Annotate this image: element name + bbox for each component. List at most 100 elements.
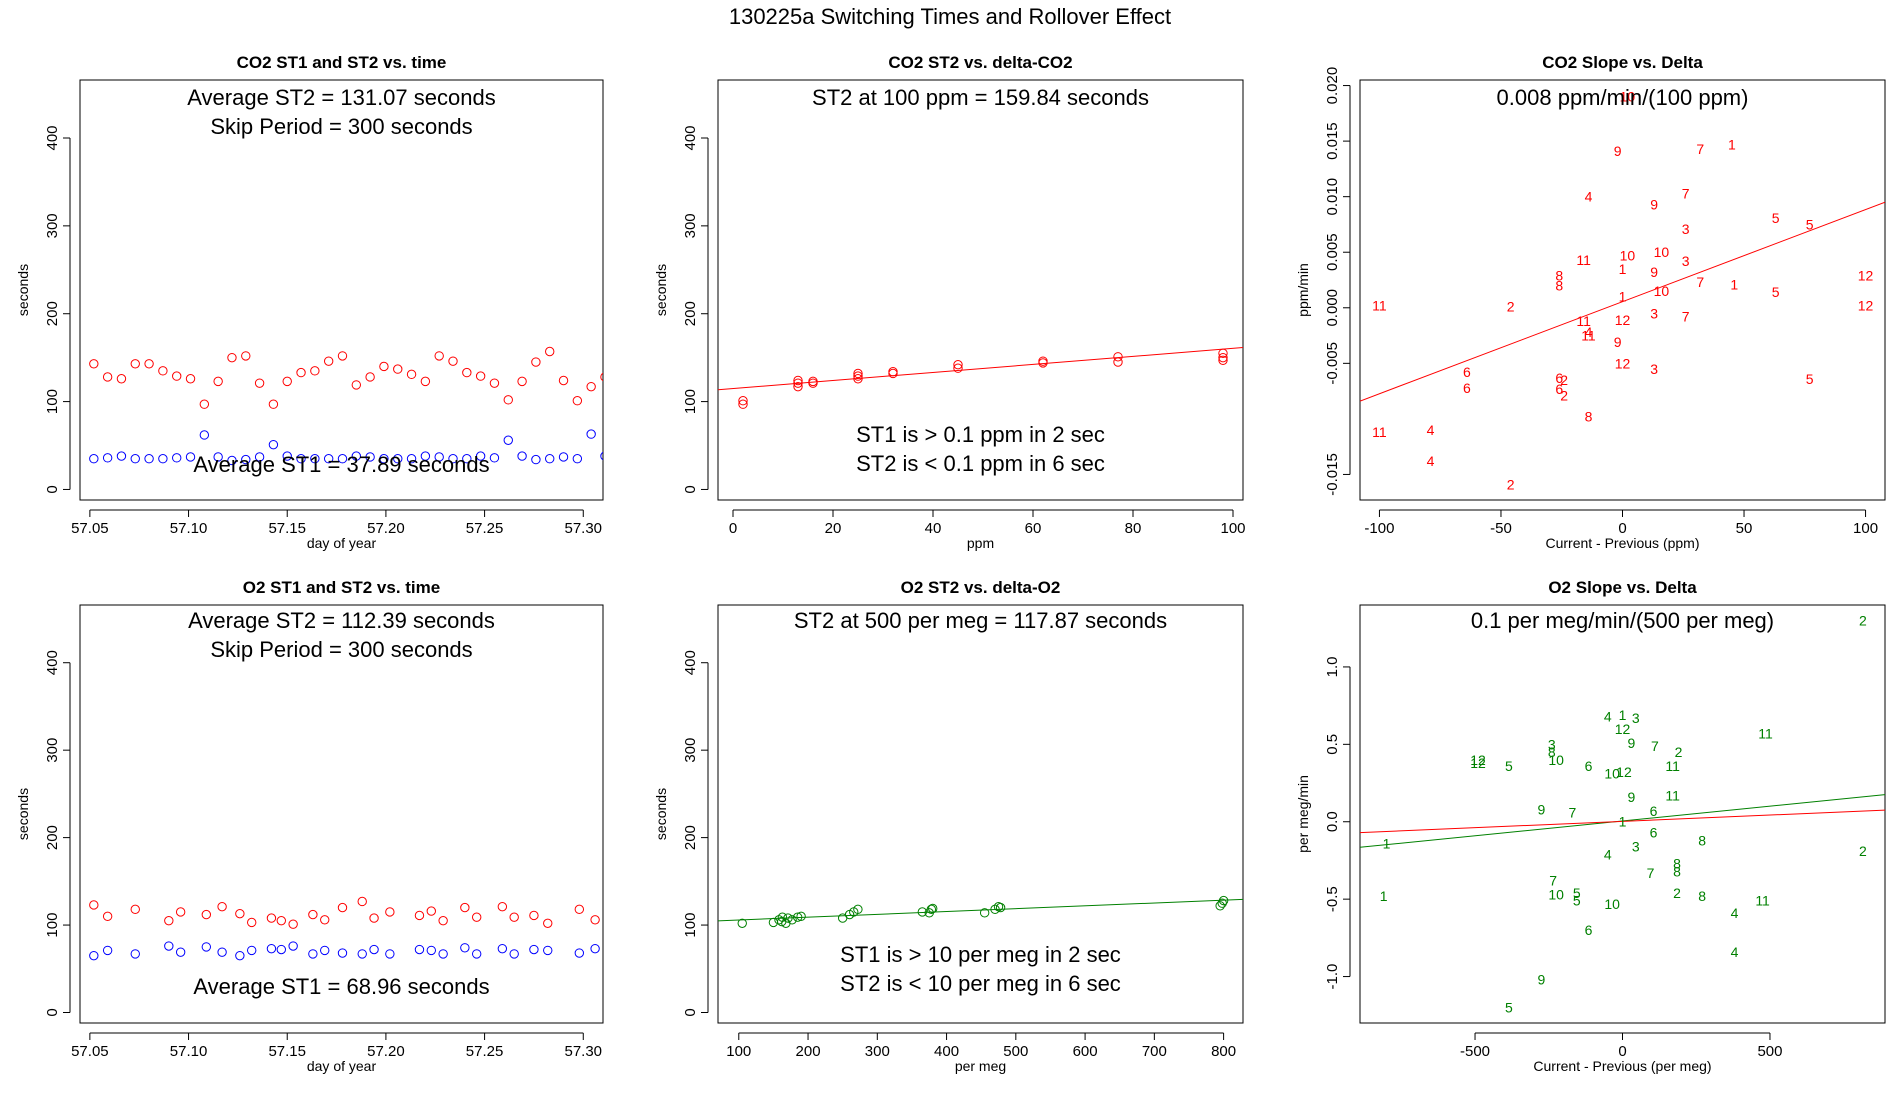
data-point bbox=[990, 904, 1000, 915]
data-point bbox=[792, 912, 803, 922]
data-label: 1 bbox=[1380, 888, 1388, 904]
data-point bbox=[385, 949, 395, 959]
data-label: 8 bbox=[1698, 888, 1706, 904]
x-tick-label: 57.20 bbox=[367, 520, 405, 537]
data-label: 9 bbox=[1537, 801, 1545, 817]
y-tick-label: 0.0 bbox=[1324, 811, 1341, 832]
data-point bbox=[1218, 348, 1228, 358]
data-point bbox=[995, 902, 1006, 913]
data-point bbox=[130, 904, 140, 915]
data-point bbox=[928, 903, 938, 914]
data-label: 8 bbox=[1673, 856, 1681, 872]
data-point bbox=[615, 454, 623, 462]
data-label: 12 bbox=[1858, 298, 1874, 314]
data-point bbox=[235, 950, 245, 961]
data-label: 2 bbox=[1673, 885, 1681, 901]
x-tick-label: 0 bbox=[1618, 1043, 1626, 1060]
data-label: 6 bbox=[1650, 825, 1658, 841]
data-label: 6 bbox=[1555, 370, 1563, 386]
y-tick-label: 200 bbox=[682, 301, 699, 326]
data-point bbox=[586, 429, 596, 439]
data-point bbox=[241, 351, 251, 361]
x-tick-label: 57.30 bbox=[564, 1043, 602, 1060]
y-axis-label: seconds bbox=[653, 788, 669, 840]
data-point bbox=[357, 949, 367, 959]
data-label: 1 bbox=[1730, 276, 1738, 292]
data-point bbox=[475, 371, 486, 381]
data-point bbox=[509, 949, 519, 959]
data-point bbox=[684, 364, 692, 372]
data-point bbox=[89, 454, 99, 464]
data-label: 12 bbox=[1858, 268, 1874, 284]
data-point bbox=[337, 902, 348, 913]
data-label: 1 bbox=[1619, 289, 1627, 305]
y-tick-label: 0.000 bbox=[1324, 289, 1341, 327]
data-point bbox=[1215, 901, 1225, 911]
x-tick-label: -100 bbox=[1364, 520, 1394, 537]
data-label: 7 bbox=[1682, 309, 1690, 325]
data-point bbox=[503, 435, 513, 445]
data-label: 1 bbox=[1728, 136, 1736, 152]
data-label: 6 bbox=[1650, 803, 1658, 819]
x-axis-label: ppm bbox=[967, 535, 994, 551]
plot-frame bbox=[79, 79, 604, 501]
x-tick-label: 800 bbox=[1211, 1043, 1236, 1060]
data-label: 5 bbox=[1573, 893, 1581, 909]
data-point bbox=[185, 374, 196, 384]
y-tick-label: 1.0 bbox=[1324, 656, 1341, 677]
data-label: 11 bbox=[1755, 893, 1770, 909]
data-point bbox=[393, 364, 403, 374]
data-point bbox=[738, 399, 748, 409]
data-point bbox=[164, 915, 174, 926]
data-point bbox=[1113, 352, 1123, 362]
data-label: 2 bbox=[1859, 843, 1867, 859]
regression-line bbox=[1360, 201, 1885, 402]
data-point bbox=[1217, 898, 1227, 908]
x-tick-label: 57.25 bbox=[466, 520, 504, 537]
data-point bbox=[308, 909, 318, 920]
x-tick-label: 57.30 bbox=[564, 520, 602, 537]
y-tick-label: 0.020 bbox=[1324, 67, 1341, 105]
y-tick-label: 400 bbox=[44, 650, 61, 675]
data-label: 11 bbox=[1665, 758, 1680, 774]
plot-frame bbox=[717, 79, 1244, 501]
y-axis: 0 100 200 300 400 bbox=[44, 125, 71, 494]
data-point bbox=[310, 454, 320, 464]
data-point bbox=[420, 451, 431, 461]
data-point bbox=[379, 454, 389, 464]
data-point bbox=[558, 375, 569, 386]
data-point bbox=[853, 368, 863, 379]
y-axis-label: seconds bbox=[653, 264, 669, 316]
data-point bbox=[545, 454, 555, 464]
data-label: 5 bbox=[1806, 216, 1814, 232]
y-axis: 0 100 200 300 400 bbox=[682, 650, 709, 1017]
data-point bbox=[808, 376, 818, 387]
data-point bbox=[558, 452, 569, 462]
data-point bbox=[460, 902, 470, 913]
data-label: 11 bbox=[1372, 298, 1387, 314]
plot-area bbox=[89, 896, 619, 961]
y-tick-label: 300 bbox=[44, 213, 61, 238]
data-label: 10 bbox=[1654, 244, 1670, 260]
data-point bbox=[796, 911, 806, 922]
data-point bbox=[471, 912, 482, 922]
data-point bbox=[611, 897, 619, 905]
data-point bbox=[241, 454, 251, 465]
annotation-text: Average ST2 = 112.39 seconds bbox=[188, 608, 495, 633]
data-label: 4 bbox=[1427, 453, 1435, 469]
y-tick-label: 0 bbox=[682, 1008, 699, 1016]
x-tick-label: 57.25 bbox=[466, 1043, 504, 1060]
annotation-text: Average ST1 = 68.96 seconds bbox=[193, 974, 489, 999]
y-axis: 0 100 200 300 400 bbox=[682, 125, 709, 494]
data-point bbox=[1113, 357, 1123, 367]
data-point bbox=[276, 915, 287, 926]
data-label: 6 bbox=[1585, 758, 1593, 774]
data-label: 6 bbox=[1585, 922, 1593, 938]
data-point bbox=[213, 376, 223, 387]
data-label: 4 bbox=[1731, 944, 1739, 960]
data-point bbox=[642, 353, 650, 361]
data-point bbox=[369, 913, 379, 923]
data-label: 10 bbox=[1604, 766, 1620, 782]
data-point bbox=[529, 910, 539, 921]
